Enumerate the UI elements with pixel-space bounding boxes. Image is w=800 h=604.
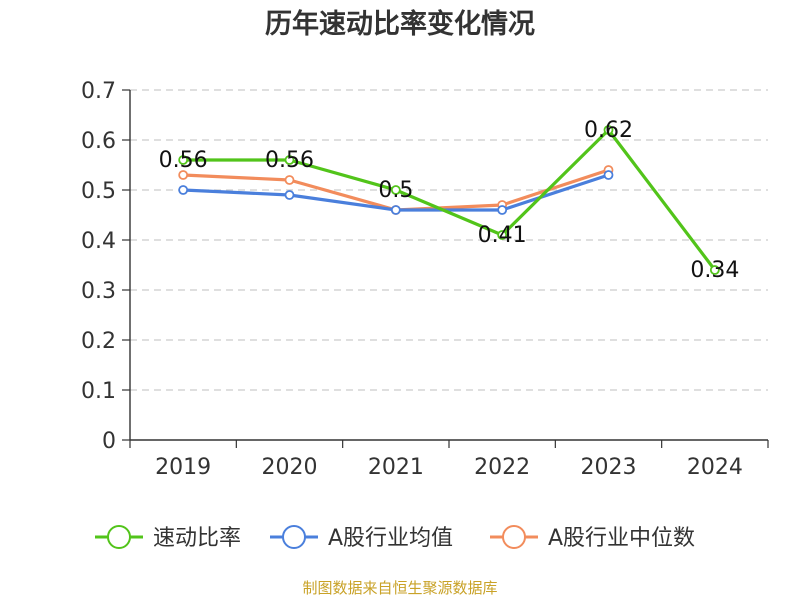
data-label: 0.41 [478, 223, 527, 248]
legend-label: A股行业中位数 [548, 526, 695, 551]
data-point [390, 185, 401, 195]
legend-marker [282, 525, 306, 549]
y-tick-label: 0.6 [81, 129, 116, 154]
y-tick-label: 0.2 [81, 329, 116, 354]
axes: 0 0.1 0.2 0.3 0.4 0.5 0.6 0.7 2019 2020 2021 2022 20… [81, 79, 769, 480]
data-point [603, 125, 614, 135]
data-point [603, 170, 614, 180]
y-tick-label: 0.1 [81, 379, 116, 404]
data-point [178, 155, 189, 165]
x-tick-label: 2021 [368, 455, 424, 480]
grid-lines [130, 89, 768, 391]
legend-marker [107, 525, 131, 549]
data-point [284, 175, 295, 185]
y-tick-label: 0.7 [81, 79, 116, 104]
data-label: 0.62 [584, 118, 633, 143]
legend-label: A股行业均值 [328, 526, 453, 551]
series-group [178, 125, 720, 275]
y-tick-label: 0 [102, 429, 116, 454]
data-labels: 0.56 0.56 0.5 0.41 0.62 0.34 [159, 118, 740, 283]
legend-item-2: A股行业中位数 [490, 525, 695, 551]
source-note: 制图数据来自恒生聚源数据库 [302, 579, 497, 597]
legend-item-0: 速动比率 [95, 525, 241, 551]
data-point [497, 205, 508, 215]
x-tick-label: 2024 [687, 455, 743, 480]
data-point [284, 155, 295, 165]
x-tick-label: 2023 [581, 455, 637, 480]
data-label: 0.34 [690, 258, 739, 283]
series-0 [178, 125, 720, 275]
data-point [390, 205, 401, 215]
y-tick-label: 0.5 [81, 179, 116, 204]
series-line [181, 128, 717, 272]
legend-marker [502, 525, 526, 549]
x-tick-label: 2022 [474, 455, 530, 480]
x-tick-label: 2020 [262, 455, 318, 480]
data-point [178, 185, 189, 195]
y-tick-label: 0.4 [81, 229, 116, 254]
data-point [284, 190, 295, 200]
data-point [497, 230, 508, 240]
chart-title: 历年速动比率变化情况 [265, 8, 535, 40]
data-label: 0.56 [159, 148, 208, 173]
legend-item-1: A股行业均值 [270, 525, 453, 551]
data-label: 0.5 [378, 178, 413, 203]
data-label: 0.56 [265, 148, 314, 173]
legend-label: 速动比率 [153, 526, 241, 551]
x-tick-label: 2019 [155, 455, 211, 480]
legend: 速动比率 A股行业均值 A股行业中位数 [95, 525, 695, 551]
y-tick-label: 0.3 [81, 279, 116, 304]
data-point [178, 170, 189, 180]
data-point [709, 265, 720, 275]
